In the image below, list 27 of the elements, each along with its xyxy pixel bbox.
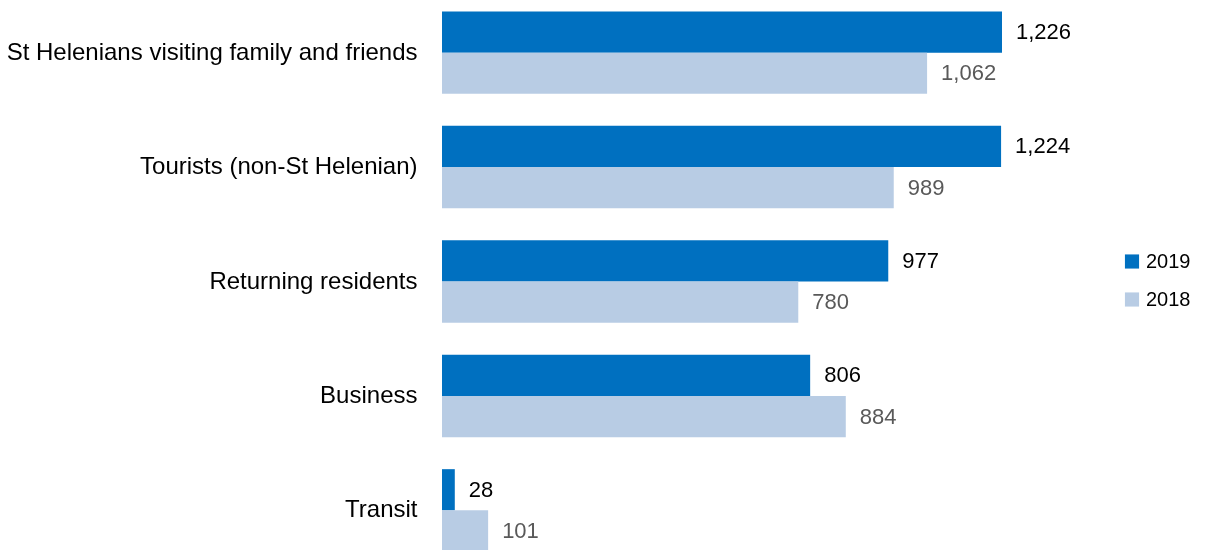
- data-label: 989: [907, 174, 945, 200]
- data-label: 977: [902, 247, 939, 273]
- bar: [442, 510, 489, 550]
- bar: [442, 125, 1002, 168]
- legend-label: 2018: [1146, 287, 1191, 310]
- y-tick-label: Tourists (non-St Helenian): [140, 152, 418, 180]
- bar: [442, 354, 811, 396]
- bar: [442, 240, 889, 282]
- data-label: 1,062: [941, 60, 997, 86]
- data-label: 806: [824, 362, 861, 388]
- bar: [442, 167, 894, 209]
- y-tick-label: Business: [320, 380, 418, 408]
- y-tick-label: Returning residents: [209, 266, 418, 294]
- data-label: 884: [859, 403, 897, 429]
- bar: [442, 11, 1002, 53]
- bar: [442, 52, 928, 94]
- y-tick-label: St Helenians visiting family and friends: [6, 37, 418, 65]
- bar: [442, 281, 799, 323]
- data-label: 28: [468, 476, 494, 502]
- y-tick-label: Transit: [345, 495, 418, 523]
- legend-label: 2019: [1146, 249, 1191, 272]
- data-label: 1,224: [1015, 133, 1071, 159]
- data-label: 101: [502, 517, 539, 543]
- data-label: 1,226: [1016, 19, 1072, 45]
- data-label: 780: [812, 289, 849, 315]
- bar: [442, 395, 846, 438]
- bar: [442, 469, 455, 511]
